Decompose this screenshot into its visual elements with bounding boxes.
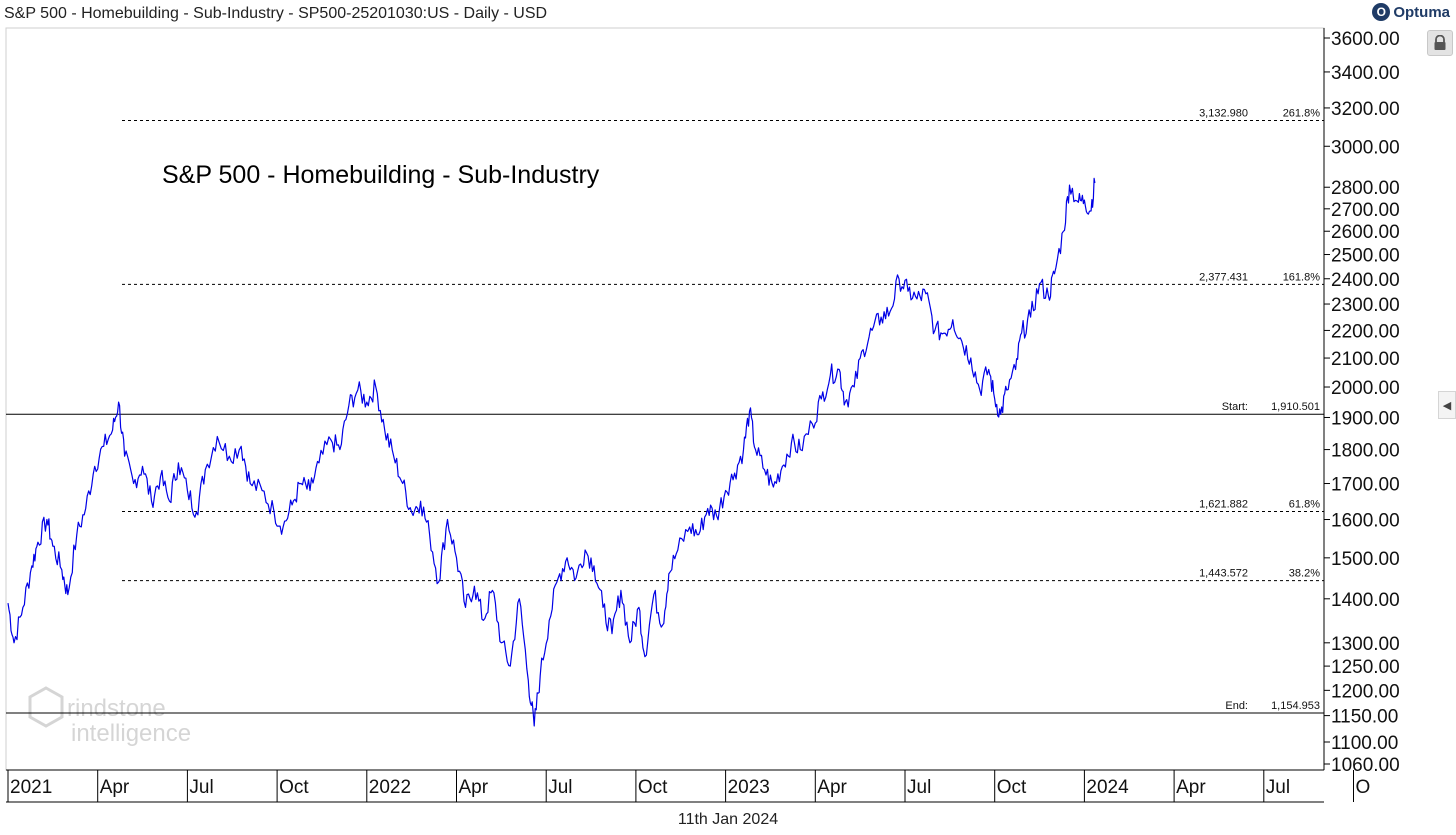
optuma-logo-icon: O bbox=[1372, 3, 1391, 21]
x-tick-label: Oct bbox=[638, 777, 668, 798]
x-tick-label: Apr bbox=[817, 777, 847, 798]
x-tick-label: 2024 bbox=[1086, 777, 1129, 798]
price-series bbox=[7, 177, 1096, 727]
y-tick-label: 1100.00 bbox=[1331, 733, 1398, 754]
y-tick-label: 2200.00 bbox=[1331, 321, 1400, 342]
x-tick-label: Jul bbox=[1266, 777, 1290, 798]
y-tick-label: 1400.00 bbox=[1331, 590, 1400, 611]
price-series-line[interactable] bbox=[7, 177, 1096, 727]
x-tick-label: 2022 bbox=[369, 777, 411, 798]
x-tick-label: O bbox=[1356, 777, 1371, 798]
chart-title: S&P 500 - Homebuilding - Sub-Industry bbox=[162, 161, 600, 189]
fibonacci-levels: 3,132.980 261.8% 2,377.431 161.8% Start: 1,91… bbox=[6, 108, 1324, 714]
y-tick-label: 2800.00 bbox=[1331, 178, 1400, 199]
fib-end-value-label: End: bbox=[1225, 700, 1248, 712]
chevron-left-icon: ◀ bbox=[1442, 399, 1452, 412]
chart-header-title: S&P 500 - Homebuilding - Sub-Industry - … bbox=[4, 5, 548, 22]
y-tick-label: 1700.00 bbox=[1331, 475, 1400, 496]
y-tick-label: 3000.00 bbox=[1331, 137, 1400, 158]
fib-start-value-label: Start: bbox=[1222, 401, 1248, 413]
lock-scale-button[interactable] bbox=[1427, 30, 1453, 56]
fib-261-value-label: 3,132.980 bbox=[1199, 108, 1248, 120]
lock-icon bbox=[1434, 35, 1446, 50]
y-tick-label: 2700.00 bbox=[1331, 200, 1400, 221]
y-tick-label: 1600.00 bbox=[1331, 511, 1400, 532]
fib-start-pct-label: 1,910.501 bbox=[1271, 401, 1320, 413]
y-tick-label: 1150.00 bbox=[1331, 707, 1398, 728]
x-tick-label: 2023 bbox=[728, 777, 770, 798]
y-tick-label: 1200.00 bbox=[1331, 681, 1400, 702]
fib-161-pct-label: 161.8% bbox=[1283, 271, 1321, 283]
x-tick-label: Apr bbox=[100, 777, 130, 798]
y-axis-ticks: 3600.00 3400.00 3200.00 3000.00 2800.002700.… bbox=[1324, 29, 1400, 776]
grindstone-logo-icon bbox=[28, 686, 64, 728]
x-tick-label: Oct bbox=[279, 777, 309, 798]
x-tick-label: Jul bbox=[548, 777, 572, 798]
x-tick-label: Jul bbox=[189, 777, 213, 798]
y-tick-label: 3600.00 bbox=[1331, 29, 1400, 50]
y-tick-label: 1500.00 bbox=[1331, 549, 1400, 570]
watermark-line2: intelligence bbox=[71, 720, 191, 746]
y-tick-label: 2000.00 bbox=[1331, 378, 1400, 399]
x-tick-label: Apr bbox=[459, 777, 489, 798]
y-tick-label: 1060.00 bbox=[1331, 755, 1400, 776]
fib-end-pct-label: 1,154.953 bbox=[1271, 700, 1320, 712]
y-tick-label: 3200.00 bbox=[1331, 99, 1400, 120]
y-tick-label: 2300.00 bbox=[1331, 295, 1400, 316]
y-tick-label: 1250.00 bbox=[1331, 657, 1400, 678]
fib-38-pct-label: 38.2% bbox=[1289, 568, 1320, 580]
x-tick-label: Jul bbox=[907, 777, 931, 798]
x-tick-label: 2021 bbox=[10, 777, 52, 798]
optuma-logo: O Optuma bbox=[1372, 3, 1450, 21]
fib-161-value-label: 2,377.431 bbox=[1199, 271, 1248, 283]
grindstone-watermark: rindstone intelligence bbox=[28, 686, 191, 746]
y-tick-label: 1300.00 bbox=[1331, 634, 1400, 655]
y-tick-label: 3400.00 bbox=[1331, 63, 1400, 84]
fib-61-pct-label: 61.8% bbox=[1289, 498, 1320, 510]
watermark-line1: rindstone bbox=[67, 695, 166, 722]
fib-261-pct-label: 261.8% bbox=[1283, 108, 1321, 120]
fib-38-value-label: 1,443.572 bbox=[1199, 568, 1248, 580]
y-tick-label: 2600.00 bbox=[1331, 222, 1400, 243]
footer-date: 11th Jan 2024 bbox=[677, 811, 779, 828]
x-axis-ticks: 2021 Apr Jul Oct 2022 Apr Jul Oct 2023 Apr Jul Oct 2… bbox=[7, 770, 1371, 802]
y-tick-label: 2100.00 bbox=[1331, 349, 1400, 370]
fib-61-value-label: 1,621.882 bbox=[1199, 498, 1248, 510]
x-tick-label: Apr bbox=[1176, 777, 1206, 798]
plot-area-border bbox=[5, 27, 1325, 771]
y-tick-label: 2500.00 bbox=[1331, 246, 1400, 267]
x-tick-label: Oct bbox=[997, 777, 1027, 798]
y-tick-label: 1900.00 bbox=[1331, 408, 1400, 429]
y-tick-label: 1800.00 bbox=[1331, 441, 1400, 462]
y-tick-label: 2400.00 bbox=[1331, 270, 1400, 291]
optuma-logo-text: Optuma bbox=[1393, 3, 1450, 21]
